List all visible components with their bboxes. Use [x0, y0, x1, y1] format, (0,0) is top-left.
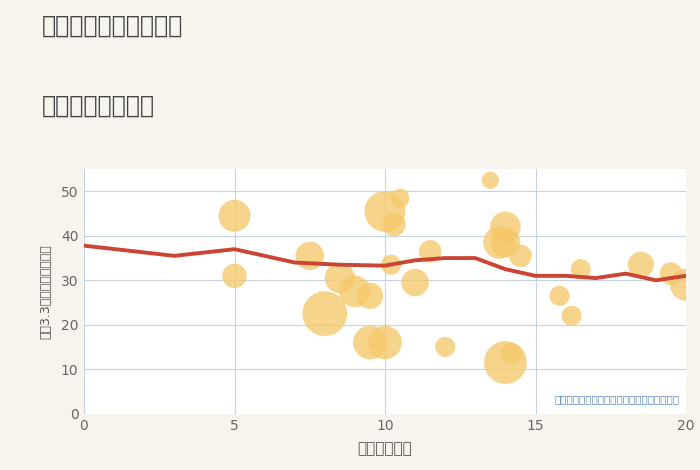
X-axis label: 駅距離（分）: 駅距離（分） — [358, 441, 412, 456]
Y-axis label: 坪（3.3㎡）単価（万円）: 坪（3.3㎡）単価（万円） — [39, 244, 52, 339]
Point — [379, 339, 391, 346]
Point — [500, 239, 511, 246]
Point — [364, 292, 375, 299]
Point — [575, 266, 587, 273]
Point — [494, 239, 505, 246]
Point — [395, 194, 406, 202]
Point — [386, 261, 397, 268]
Point — [229, 212, 240, 219]
Point — [566, 312, 578, 320]
Point — [349, 288, 360, 295]
Point — [440, 343, 451, 351]
Point — [389, 221, 400, 228]
Point — [515, 252, 526, 259]
Point — [304, 252, 315, 259]
Point — [410, 279, 421, 286]
Text: 円の大きさは、取引のあった物件面積を示す: 円の大きさは、取引のあった物件面積を示す — [555, 394, 680, 404]
Text: 奈良県奈良市鳥見町の: 奈良県奈良市鳥見町の — [42, 14, 183, 38]
Point — [379, 208, 391, 215]
Point — [665, 270, 676, 277]
Point — [229, 272, 240, 280]
Point — [636, 261, 647, 268]
Point — [680, 281, 692, 289]
Point — [500, 223, 511, 231]
Point — [364, 339, 375, 346]
Point — [319, 310, 330, 317]
Point — [554, 292, 565, 299]
Point — [500, 359, 511, 366]
Text: 駅距離別土地価格: 駅距離別土地価格 — [42, 94, 155, 118]
Point — [506, 350, 517, 357]
Point — [335, 274, 346, 282]
Point — [424, 248, 435, 255]
Point — [484, 177, 496, 184]
